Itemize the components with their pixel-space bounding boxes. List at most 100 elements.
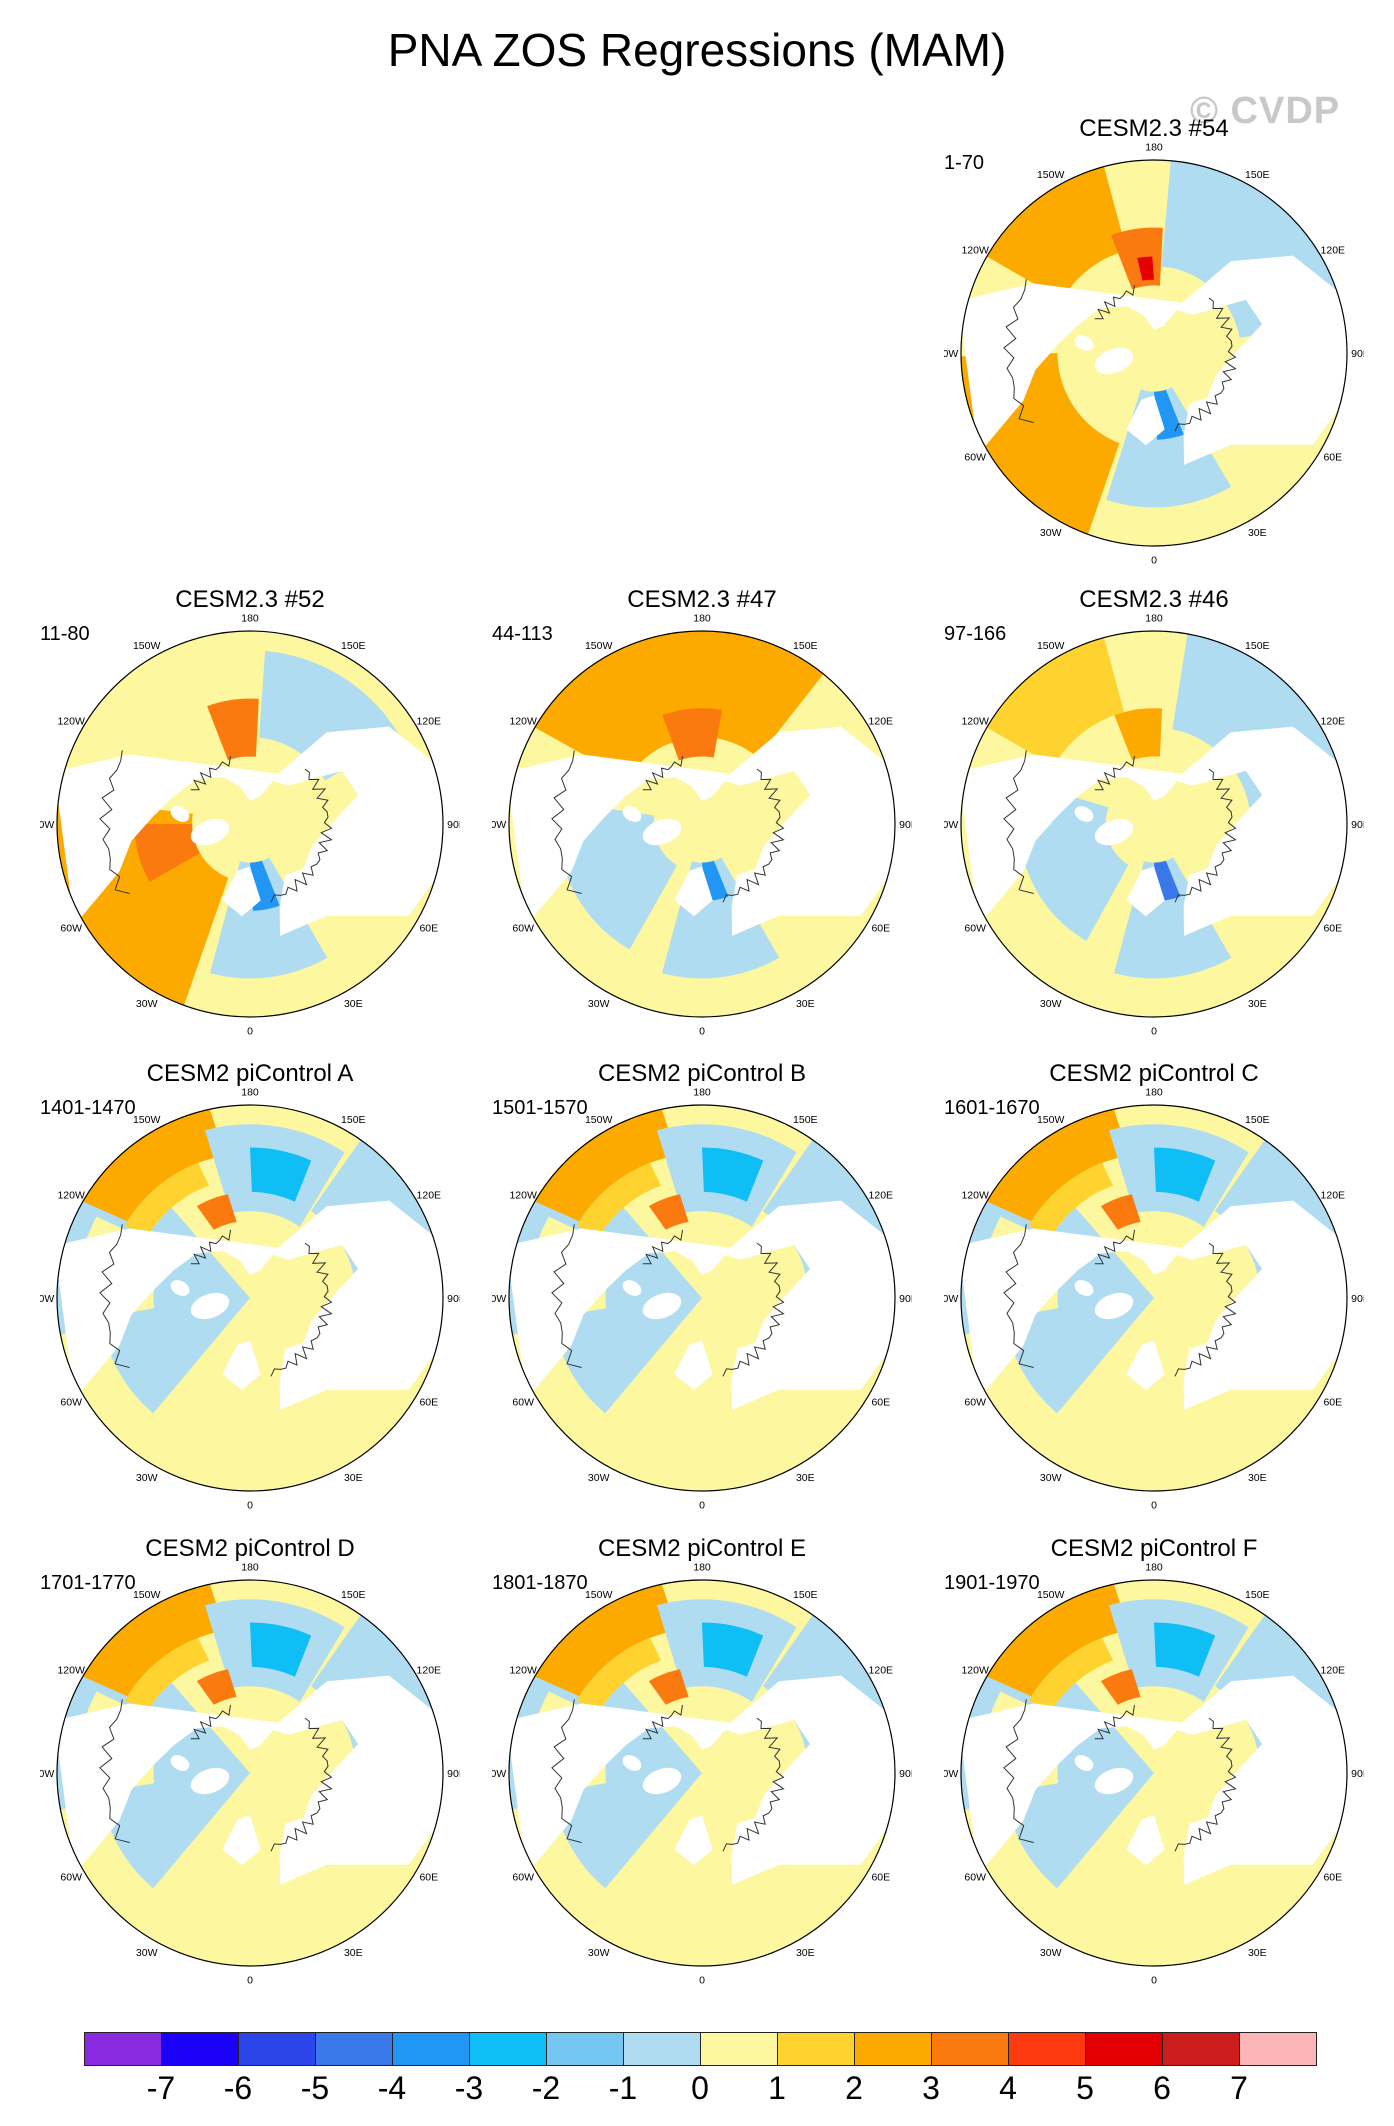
map-panel-picontrol-a: CESM2 piControl A 1401-1470 180 150E 120E 9…: [40, 1060, 460, 1520]
map-boundary: [960, 1579, 1348, 1967]
longitude-label: 60E: [419, 1871, 438, 1883]
bering-positive-spot: [648, 1669, 689, 1705]
colorbar-swatch: [546, 2032, 624, 2066]
coastline: [99, 1699, 130, 1843]
longitude-label: 60W: [60, 922, 82, 934]
longitude-label: 60E: [419, 922, 438, 934]
longitude-label: 90W: [40, 1293, 54, 1305]
longitude-label: 30E: [1248, 527, 1267, 539]
canadian-archipelago-island: [1094, 1292, 1134, 1320]
baffin-island: [170, 1280, 190, 1296]
longitude-label: 120W: [961, 1665, 989, 1677]
coastline: [1094, 284, 1135, 320]
longitude-label: 150E: [793, 1114, 818, 1126]
greenland-land: [674, 1815, 713, 1866]
longitude-label: 180: [241, 1088, 259, 1099]
map-panel-cesm23-52: CESM2.3 #52 11-80 180 150E 120E 90E 60E 30E 0 3…: [40, 586, 460, 1046]
longitude-label: 180: [693, 614, 711, 625]
coastline: [642, 1229, 683, 1265]
canadian-archipelago-island: [1094, 347, 1134, 375]
longitude-label: 120W: [509, 1190, 537, 1202]
map-boundary: [960, 630, 1348, 1018]
longitude-label: 150W: [585, 1589, 613, 1601]
longitude-label: 120E: [417, 716, 442, 728]
eurasia-land: [722, 1675, 895, 1885]
panel-title: CESM2.3 #46: [1079, 586, 1229, 613]
greenland-land: [1126, 1340, 1165, 1391]
longitude-label: 150E: [341, 640, 366, 652]
longitude-label: 60W: [964, 1396, 986, 1408]
map-panel-picontrol-c: CESM2 piControl C 1601-1670 180 150E 120E 9…: [944, 1060, 1364, 1520]
longitude-label: 150E: [793, 1589, 818, 1601]
panel-title: CESM2.3 #47: [627, 586, 777, 613]
baffin-island: [622, 1280, 642, 1296]
coastline: [1094, 1229, 1135, 1265]
ocean-field: [57, 1580, 443, 1966]
longitude-label: 30W: [1040, 998, 1062, 1010]
land-mask: [57, 1200, 443, 1410]
longitude-label: 120W: [961, 1190, 989, 1202]
eurasia-land: [270, 1675, 443, 1885]
eurasia-land: [1174, 255, 1347, 465]
colorbar-swatch: [777, 2032, 855, 2066]
panel-title: CESM2 piControl B: [597, 1060, 807, 1087]
coastlines: [551, 1699, 785, 1852]
map-boundary: [960, 1104, 1348, 1492]
longitude-label: 30W: [136, 1947, 158, 1959]
longitude-label: 120E: [1321, 716, 1346, 728]
colorbar-tick-label: -7: [146, 2070, 176, 2106]
longitude-label: 30E: [796, 1472, 815, 1484]
longitude-label: 60E: [1323, 1396, 1342, 1408]
greenland-land: [1126, 866, 1165, 917]
greenland-land: [674, 866, 713, 917]
coastlines: [99, 1699, 333, 1852]
canadian-archipelago-island: [642, 1292, 682, 1320]
coastlines: [1003, 1224, 1237, 1377]
canadian-archipelago-island: [190, 1767, 230, 1795]
longitude-label: 60E: [1323, 922, 1342, 934]
colorbar-tick-label: -3: [454, 2070, 484, 2106]
longitude-label: 30E: [344, 998, 363, 1010]
colorbar-swatch: [1008, 2032, 1086, 2066]
polar-map: 180 150E 120E 90E 60E 30E 0 30W 60W 90W 120W 150W: [944, 614, 1364, 1038]
longitude-label: 150E: [341, 1589, 366, 1601]
longitude-label: 150W: [133, 640, 161, 652]
map-boundary: [960, 159, 1348, 547]
longitude-label: 180: [693, 1088, 711, 1099]
longitude-label: 90W: [492, 819, 506, 831]
panel-years: 44-113: [492, 623, 553, 645]
polar-map: 180 150E 120E 90E 60E 30E 0 30W 60W 90W 120W 150W: [944, 143, 1364, 567]
longitude-label: 120E: [417, 1190, 442, 1202]
colorbar-tick-label: -2: [531, 2070, 561, 2106]
longitude-label: 150W: [585, 1114, 613, 1126]
baffin-island: [1074, 806, 1094, 822]
colorbar-tick-label: 1: [768, 2070, 786, 2106]
longitude-label: 30E: [344, 1947, 363, 1959]
coastline: [1094, 1704, 1135, 1740]
longitude-label: 90W: [492, 1293, 506, 1305]
north-america-land: [57, 1228, 279, 1400]
coastline: [642, 1704, 683, 1740]
map-boundary: [508, 1579, 896, 1967]
coastline: [722, 1717, 785, 1852]
map-panel-cesm23-46: CESM2.3 #46 97-166 180 150E 120E 90E 60E 30E 0…: [944, 586, 1364, 1046]
polar-map: 180 150E 120E 90E 60E 30E 0 30W 60W 90W 120W 150W: [492, 1088, 912, 1512]
longitude-label: 0: [699, 1975, 705, 1987]
eurasia-land: [722, 1200, 895, 1410]
longitude-label: 60W: [512, 1396, 534, 1408]
longitude-label: 120W: [57, 716, 85, 728]
longitude-label: 60W: [964, 922, 986, 934]
longitude-label: 120W: [509, 1665, 537, 1677]
eurasia-positive-margin: [576, 1162, 662, 1237]
longitude-label: 60E: [1323, 451, 1342, 463]
ocean-field: [509, 1580, 895, 1966]
longitude-label: 150W: [1037, 169, 1065, 181]
panel-title: CESM2 piControl E: [597, 1535, 807, 1562]
north-america-land: [961, 1228, 1183, 1400]
longitude-label: 60E: [419, 1396, 438, 1408]
bering-positive-spot: [196, 1669, 237, 1705]
panel-years: 11-80: [40, 623, 90, 645]
longitude-label: 90W: [944, 819, 958, 831]
map-boundary: [508, 1104, 896, 1492]
map-boundary: [56, 1104, 444, 1492]
